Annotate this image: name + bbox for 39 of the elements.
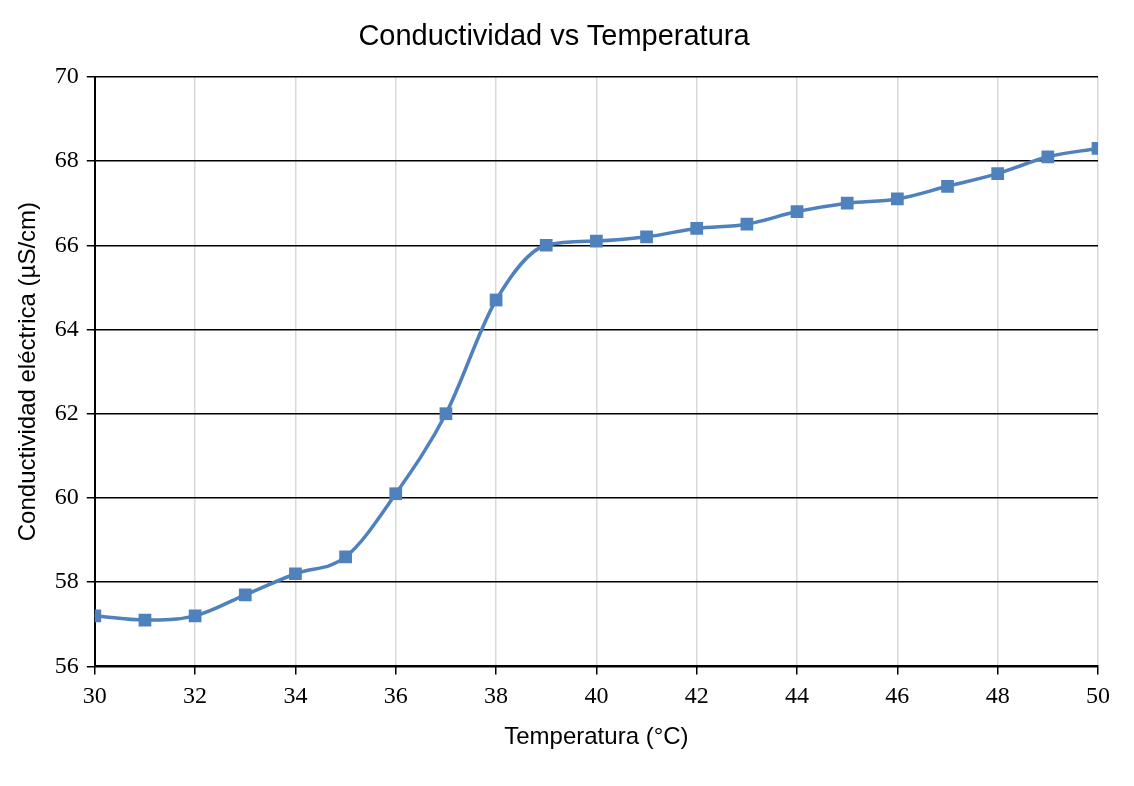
point xyxy=(740,217,754,231)
y-tick-label: 70 xyxy=(54,62,79,89)
point xyxy=(590,234,603,248)
x-tick-label: 38 xyxy=(484,682,509,709)
y-tick-label: 62 xyxy=(54,399,79,426)
point xyxy=(790,205,804,218)
point xyxy=(1041,150,1055,164)
point xyxy=(840,196,854,210)
point xyxy=(991,167,1005,181)
point xyxy=(640,230,653,244)
point xyxy=(539,238,553,252)
x-tick-label: 46 xyxy=(885,682,910,709)
x-tick-label: 40 xyxy=(584,682,609,709)
x-tick-label: 44 xyxy=(785,682,810,709)
x-tick-label: 48 xyxy=(985,682,1010,709)
x-tick-label: 34 xyxy=(283,682,308,709)
y-tick-label: 66 xyxy=(54,230,79,257)
point xyxy=(289,567,302,581)
x-axis-title: Temperatura (°C) xyxy=(504,722,689,750)
y-tick-label: 58 xyxy=(54,567,79,594)
y-tick-label: 56 xyxy=(54,651,79,678)
chart-title: Conductividad vs Temperatura xyxy=(358,19,751,52)
x-tick-label: 32 xyxy=(183,682,208,709)
point xyxy=(439,407,453,421)
x-tick-label: 36 xyxy=(383,682,408,709)
point xyxy=(389,487,403,501)
x-tick-label: 50 xyxy=(1086,682,1110,709)
y-axis-title: Conductividad eléctrica (µS/cm) xyxy=(13,201,41,542)
y-tick-label: 68 xyxy=(54,146,79,173)
point xyxy=(339,550,352,564)
point xyxy=(238,588,252,602)
point xyxy=(690,222,704,235)
y-tick-label: 64 xyxy=(54,314,79,341)
x-tick-label: 30 xyxy=(82,682,107,709)
x-tick-label: 42 xyxy=(684,682,709,709)
y-tick-label: 60 xyxy=(54,483,79,510)
point xyxy=(891,192,904,206)
point xyxy=(188,609,202,623)
point xyxy=(941,179,954,193)
